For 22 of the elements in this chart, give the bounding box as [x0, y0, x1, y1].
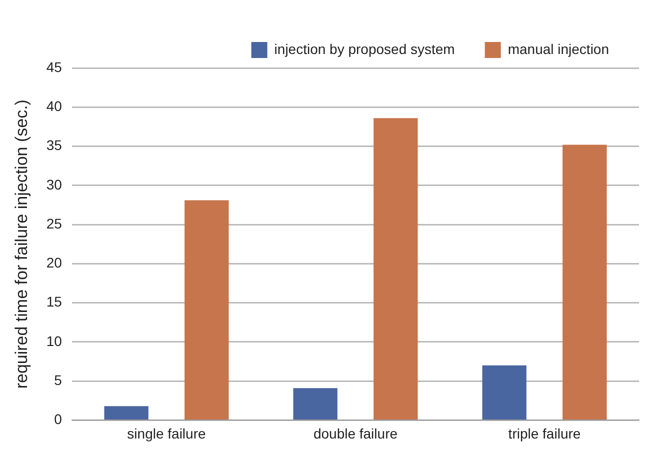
y-tick-label: 0: [54, 411, 62, 428]
bar: [104, 406, 148, 420]
y-tick-label: 35: [46, 137, 62, 154]
bar: [293, 388, 338, 420]
bar: [374, 118, 418, 420]
y-tick-label: 5: [54, 372, 62, 388]
y-tick-label: 30: [46, 176, 62, 192]
bar: [184, 200, 229, 420]
x-tick-label: triple failure: [508, 425, 581, 442]
y-tick-label: 20: [46, 254, 62, 271]
legend-label: injection by proposed system: [274, 40, 455, 57]
y-tick-label: 15: [46, 294, 62, 310]
y-tick-label: 45: [46, 58, 62, 75]
y-axis-title: required time for failure injection (sec.): [12, 100, 31, 389]
legend-label: manual injection: [508, 40, 609, 57]
x-tick-label: double failure: [313, 425, 398, 442]
bar: [482, 365, 526, 420]
y-tick-label: 25: [46, 215, 62, 232]
y-tick-label: 40: [46, 98, 62, 114]
y-tick-label: 10: [46, 332, 62, 349]
x-tick-label: single failure: [127, 425, 206, 442]
bar: [562, 144, 607, 420]
